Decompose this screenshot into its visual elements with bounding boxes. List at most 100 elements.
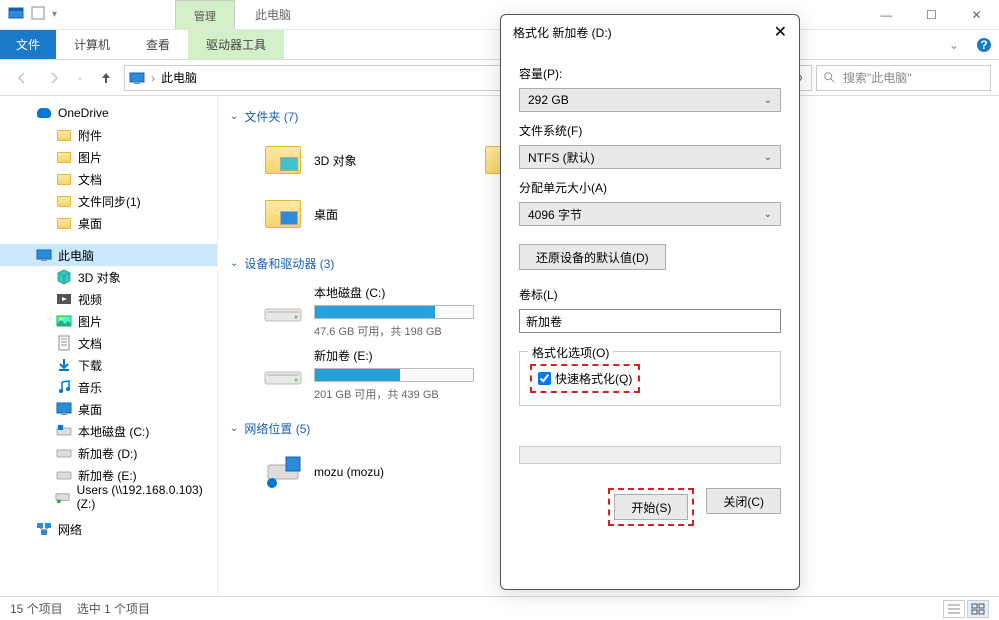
svg-text:?: ? <box>980 38 987 52</box>
network-icon <box>36 521 52 537</box>
filesystem-label: 文件系统(F) <box>519 122 781 139</box>
dialog-actions: 开始(S) 关闭(C) <box>519 488 781 526</box>
tree-item[interactable]: 3D 对象 <box>0 266 217 288</box>
tree-label: 图片 <box>78 313 102 330</box>
onedrive-icon <box>36 105 52 121</box>
tree-label: 新加卷 (E:) <box>78 467 137 484</box>
tree-label: 附件 <box>78 127 102 144</box>
tree-item[interactable]: 桌面 <box>0 398 217 420</box>
view-icons-button[interactable] <box>967 600 989 618</box>
dialog-titlebar: 格式化 新加卷 (D:) ✕ <box>501 15 799 49</box>
search-icon <box>823 71 837 85</box>
alloc-value: 4096 字节 <box>528 206 582 223</box>
back-button[interactable] <box>8 64 36 92</box>
chevron-down-icon: ⌄ <box>764 209 772 220</box>
folder-label: 桌面 <box>314 206 338 223</box>
quick-format-checkbox[interactable]: 快速格式化(Q) <box>538 370 632 387</box>
drive-item[interactable]: 本地磁盘 (C:)47.6 GB 可用，共 198 GB <box>258 280 478 343</box>
quick-format-input[interactable] <box>538 372 551 385</box>
folder-label: 3D 对象 <box>314 152 357 169</box>
download-icon <box>56 357 72 373</box>
dialog-body: 容量(P): 292 GB ⌄ 文件系统(F) NTFS (默认) ⌄ 分配单元… <box>501 49 799 589</box>
tree-item[interactable]: 图片 <box>0 310 217 332</box>
tree-item[interactable]: 桌面 <box>0 212 217 234</box>
help-button[interactable]: ? <box>969 37 999 53</box>
drive-label: 新加卷 (E:) <box>314 347 474 364</box>
up-button[interactable] <box>92 64 120 92</box>
filesystem-select[interactable]: NTFS (默认) ⌄ <box>519 145 781 169</box>
search-placeholder: 搜索"此电脑" <box>843 69 912 86</box>
pc-icon <box>36 247 52 263</box>
tree-label: 文档 <box>78 171 102 188</box>
network-location-icon <box>262 451 304 493</box>
filesystem-value: NTFS (默认) <box>528 149 595 166</box>
tree-label: 本地磁盘 (C:) <box>78 423 149 440</box>
tree-item[interactable]: 图片 <box>0 146 217 168</box>
tree-item[interactable]: 本地磁盘 (C:) <box>0 420 217 442</box>
folder-item[interactable]: 3D 对象 <box>258 133 478 187</box>
network-item[interactable]: mozu (mozu) <box>258 445 478 499</box>
quick-access-toolbar: ▾ <box>0 5 175 24</box>
view-details-button[interactable] <box>943 600 965 618</box>
tree-item[interactable]: 文件同步(1) <box>0 190 217 212</box>
qat-dropdown-icon[interactable]: ▾ <box>52 9 57 20</box>
volume-label-input[interactable]: 新加卷 <box>519 309 781 333</box>
qat-item[interactable] <box>30 5 46 24</box>
dialog-close-button[interactable]: ✕ <box>774 22 787 42</box>
ribbon-expand-icon[interactable]: ⌄ <box>939 38 969 52</box>
tree-item[interactable]: 音乐 <box>0 376 217 398</box>
tree-item[interactable]: Users (\\192.168.0.103) (Z:) <box>0 486 217 508</box>
tree-label: OneDrive <box>58 106 109 120</box>
tree-label: 此电脑 <box>58 247 94 264</box>
cancel-button[interactable]: 关闭(C) <box>706 488 781 514</box>
tree-this-pc[interactable]: 此电脑 <box>0 244 217 266</box>
drive-subtext: 201 GB 可用，共 439 GB <box>314 386 474 402</box>
tree-item[interactable]: 文档 <box>0 168 217 190</box>
netdrive-icon <box>55 489 70 505</box>
tree-label: Users (\\192.168.0.103) (Z:) <box>77 483 217 511</box>
section-title: 网络位置 (5) <box>244 420 310 437</box>
breadcrumb-location[interactable]: 此电脑 <box>161 69 197 86</box>
minimize-button[interactable]: — <box>864 0 909 29</box>
highlight-start-button: 开始(S) <box>608 488 694 526</box>
tree-item[interactable]: 附件 <box>0 124 217 146</box>
chevron-down-icon: ⌄ <box>230 258 238 269</box>
tab-drive-tools[interactable]: 驱动器工具 <box>188 30 284 59</box>
folder-icon <box>262 139 304 181</box>
tree-label: 3D 对象 <box>78 269 121 286</box>
tab-view[interactable]: 查看 <box>128 30 188 59</box>
recent-dropdown[interactable]: ⌄ <box>72 64 88 92</box>
folder-icon <box>56 215 72 231</box>
tree-label: 文件同步(1) <box>78 193 141 210</box>
forward-button[interactable] <box>40 64 68 92</box>
start-button[interactable]: 开始(S) <box>614 494 688 520</box>
tree-label: 网络 <box>58 521 82 538</box>
search-box[interactable]: 搜索"此电脑" <box>816 65 991 91</box>
tree-item[interactable]: 视频 <box>0 288 217 310</box>
file-tab[interactable]: 文件 <box>0 30 56 59</box>
restore-defaults-button[interactable]: 还原设备的默认值(D) <box>519 244 666 270</box>
window-title: 此电脑 <box>235 6 291 23</box>
tool-tab-label: 管理 <box>175 0 235 29</box>
tree-label: 图片 <box>78 149 102 166</box>
navigation-pane: OneDrive 附件图片文档文件同步(1)桌面 此电脑 3D 对象视频图片文档… <box>0 96 218 596</box>
alloc-select[interactable]: 4096 字节 ⌄ <box>519 202 781 226</box>
tree-item[interactable]: 下载 <box>0 354 217 376</box>
close-button[interactable]: ✕ <box>954 0 999 29</box>
view-toggle <box>943 600 989 618</box>
options-legend: 格式化选项(O) <box>528 344 613 361</box>
drive-usage-bar <box>314 305 474 319</box>
tree-onedrive[interactable]: OneDrive <box>0 102 217 124</box>
capacity-select[interactable]: 292 GB ⌄ <box>519 88 781 112</box>
status-count: 15 个项目 <box>10 600 63 617</box>
tree-network[interactable]: 网络 <box>0 518 217 540</box>
maximize-button[interactable]: ☐ <box>909 0 954 29</box>
drive-icon <box>262 360 304 390</box>
tree-item[interactable]: 新加卷 (D:) <box>0 442 217 464</box>
folder-item[interactable]: 桌面 <box>258 187 478 241</box>
tab-computer[interactable]: 计算机 <box>56 30 128 59</box>
tree-label: 桌面 <box>78 215 102 232</box>
drive-item[interactable]: 新加卷 (E:) 201 GB 可用，共 439 GB <box>258 343 478 406</box>
video-icon <box>56 291 72 307</box>
tree-item[interactable]: 文档 <box>0 332 217 354</box>
